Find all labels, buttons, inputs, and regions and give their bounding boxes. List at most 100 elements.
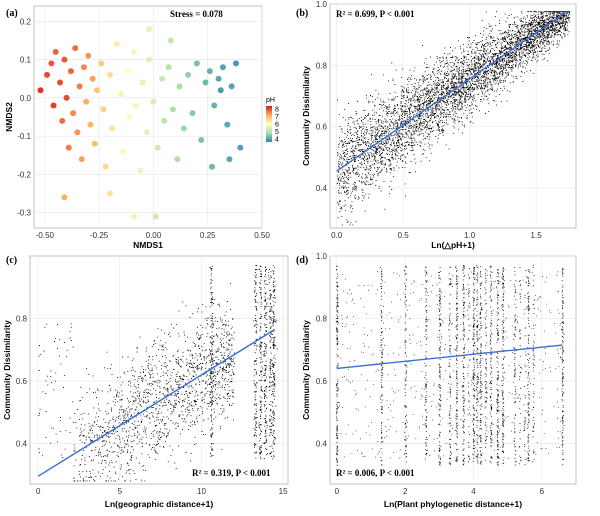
panel-b-fit xyxy=(336,11,568,172)
nmds-sample-point xyxy=(102,163,109,170)
nmds-sample-point xyxy=(61,56,68,63)
panel-c-label: (c) xyxy=(6,255,17,266)
panel-b-x-tick-label: 0.5 xyxy=(398,231,410,240)
nmds-sample-point xyxy=(154,144,161,151)
panel-d: (d) 0 2 4 6 0.4 0.6 0.8 1.0 Ln(Plant phylogene… xyxy=(296,252,577,509)
panel-a-stress-annotation: Stress = 0.078 xyxy=(170,9,223,19)
nmds-sample-point xyxy=(133,102,140,109)
nmds-sample-point xyxy=(202,79,209,86)
nmds-sample-point xyxy=(217,87,224,94)
panel-d-r2-annotation: R² = 0.006, P < 0.001 xyxy=(336,468,415,478)
panel-a-legend-colorbar xyxy=(266,106,272,142)
panel-d-fit xyxy=(336,344,563,370)
nmds-sample-point xyxy=(189,110,196,117)
regression-line xyxy=(37,328,276,477)
panel-b-grid xyxy=(330,3,576,228)
panel-c-ylabel: Community Dissimilarity xyxy=(2,320,12,420)
panel-c-points xyxy=(38,265,278,482)
nmds-sample-point xyxy=(228,83,235,90)
nmds-sample-point xyxy=(169,106,176,113)
panel-c-y-ticks: 0.4 0.6 0.8 xyxy=(16,314,28,448)
nmds-sample-point xyxy=(237,144,244,151)
regression-line xyxy=(336,11,568,172)
panel-a-y-tick-label: -0.3 xyxy=(17,209,31,218)
nmds-sample-point xyxy=(130,48,137,55)
panel-d-y-tick-label: 1.0 xyxy=(316,252,328,261)
panel-a-legend-tick-label: 5 xyxy=(275,129,279,136)
nmds-sample-point xyxy=(91,140,98,147)
nmds-sample-point xyxy=(109,125,116,132)
panel-a-legend-tick-label: 6 xyxy=(275,122,279,129)
panel-a: (a) -0.50 -0.25 0.00 0.25 0.50 -0.3-0.2-0.10… xyxy=(4,5,279,250)
nmds-sample-point xyxy=(206,68,213,75)
panel-d-xlabel: Ln(Plant phylogenetic distance+1) xyxy=(384,499,522,509)
panel-b-y-tick-label: 0.4 xyxy=(316,184,328,193)
nmds-sample-point xyxy=(78,156,85,163)
panel-b-x-tick-label: 1.0 xyxy=(464,231,476,240)
panel-c-x-tick-label: 15 xyxy=(279,487,288,496)
pairwise-dissimilarity-points xyxy=(336,11,571,226)
panel-c-plot-area xyxy=(29,255,289,485)
panel-b-x-tick-label: 0.0 xyxy=(331,231,343,240)
nmds-sample-point xyxy=(48,60,55,67)
panel-a-y-ticks: -0.3 -0.2 -0.1 0.0 0.1 0.2 xyxy=(17,17,31,217)
panel-d-ylabel: Community Dissimilarity xyxy=(301,320,311,420)
panel-c-y-tick-label: 0.4 xyxy=(16,439,28,448)
nmds-sample-point xyxy=(224,121,231,128)
panel-d-y-ticks: 0.4 0.6 0.8 1.0 xyxy=(316,252,328,448)
panel-c-r2-annotation: R² = 0.319, P < 0.001 xyxy=(192,468,271,478)
panel-a-legend-tick-label: 8 xyxy=(275,107,279,114)
nmds-sample-point xyxy=(126,114,133,120)
panel-b: (b) 0.0 0.5 1.0 1.5 0.40.60.81.0 Ln(△pH+1) … xyxy=(296,0,577,250)
panel-b-ylabel: Community Dissimilarity xyxy=(301,66,311,166)
panel-a-y-tick-label: 0.0 xyxy=(20,94,32,103)
nmds-sample-point xyxy=(74,129,81,136)
nmds-sample-point xyxy=(80,64,87,71)
nmds-sample-point xyxy=(113,41,120,48)
nmds-sample-point xyxy=(143,129,150,136)
nmds-sample-point xyxy=(57,79,64,86)
nmds-sample-point xyxy=(70,110,77,117)
nmds-sample-point xyxy=(107,190,113,197)
panel-d-x-tick-label: 2 xyxy=(403,487,408,496)
regression-line xyxy=(336,344,563,370)
nmds-sample-point xyxy=(107,71,113,78)
panel-d-plot-area xyxy=(329,255,577,485)
nmds-sample-point xyxy=(150,98,157,105)
nmds-sample-point xyxy=(93,87,100,94)
panel-d-x-tick-label: 6 xyxy=(540,487,545,496)
nmds-sample-point xyxy=(98,60,105,67)
panel-d-x-tick-label: 0 xyxy=(335,487,340,496)
nmds-sample-point xyxy=(159,75,166,82)
panel-c-x-tick-label: 5 xyxy=(118,487,123,496)
panel-d-x-tick-label: 4 xyxy=(471,487,476,496)
panel-b-x-ticks: 0.0 0.5 1.0 1.5 xyxy=(331,231,542,240)
panel-a-y-tick-label: -0.2 xyxy=(17,170,31,179)
panel-c-y-tick-label: 0.8 xyxy=(16,314,28,323)
panel-b-points xyxy=(336,11,571,226)
panel-a-x-tick-label: 0.50 xyxy=(254,231,270,240)
nmds-sample-point xyxy=(232,60,239,67)
panel-c-fit xyxy=(37,328,276,477)
panel-d-y-tick-label: 0.8 xyxy=(316,314,328,323)
nmds-sample-point xyxy=(167,37,174,44)
nmds-sample-point xyxy=(146,56,153,63)
nmds-sample-point xyxy=(219,64,226,71)
panel-d-x-ticks: 0 2 4 6 xyxy=(335,487,545,496)
nmds-sample-point xyxy=(139,79,146,86)
nmds-sample-point xyxy=(146,25,153,32)
nmds-sample-point xyxy=(176,83,183,90)
panel-a-x-tick-label: -0.25 xyxy=(90,231,109,240)
panel-b-plot-area xyxy=(329,3,577,229)
panel-a-legend-tick-label: 4 xyxy=(275,137,279,144)
nmds-sample-point xyxy=(226,156,233,163)
nmds-sample-point xyxy=(89,75,96,82)
panel-b-y-ticks: 0.4 0.6 0.8 1.0 xyxy=(316,0,328,193)
panel-a-xlabel: NMDS1 xyxy=(133,240,163,250)
nmds-sample-point xyxy=(72,45,79,52)
nmds-sample-point xyxy=(76,83,83,90)
nmds-sample-point xyxy=(100,106,107,113)
panel-b-r2-annotation: R² = 0.699, P < 0.001 xyxy=(336,9,415,19)
panel-b-y-tick-label: 1.0 xyxy=(316,0,328,9)
